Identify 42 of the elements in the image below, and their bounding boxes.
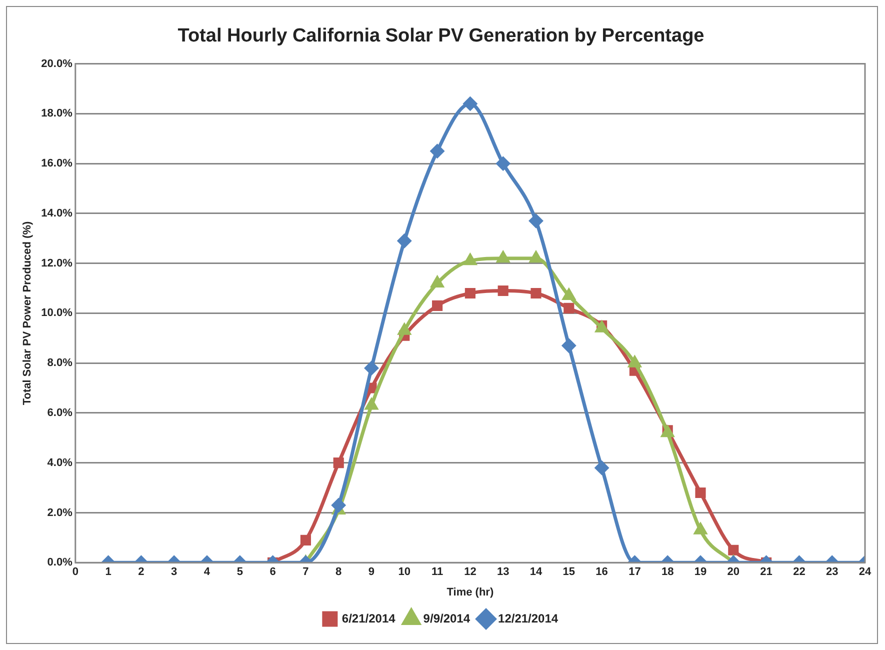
y-tick-label: 2.0% (47, 506, 73, 519)
x-tick-label: 3 (171, 566, 178, 578)
x-tick-label: 2 (138, 566, 144, 578)
x-tick-label: 9 (368, 566, 375, 578)
y-axis-title: Total Solar PV Power Produced (%) (22, 220, 34, 406)
x-tick-label: 16 (596, 566, 608, 578)
x-tick-label: 10 (398, 566, 411, 578)
chart-title: Total Hourly California Solar PV Generation by Percentage (178, 26, 704, 47)
x-tick-label: 6 (270, 566, 276, 578)
x-axis-title: Time (hr) (446, 586, 494, 598)
x-tick-label: 12 (464, 566, 476, 578)
y-tick-label: 18.0% (41, 108, 73, 120)
x-tick-label: 15 (562, 566, 576, 578)
x-tick-label: 21 (760, 566, 772, 578)
x-tick-label: 8 (336, 566, 342, 578)
x-tick-label: 1 (105, 566, 112, 578)
y-tick-label: 6.0% (47, 406, 73, 419)
x-tick-label: 23 (826, 566, 838, 578)
x-tick-label: 17 (628, 566, 641, 578)
y-tick-label: 12.0% (41, 257, 73, 270)
x-tick-label: 0 (72, 566, 78, 578)
x-tick-label: 24 (858, 566, 872, 578)
legend-label: 9/9/2014 (423, 611, 470, 626)
x-tick-label: 20 (727, 566, 740, 578)
y-tick-label: 10.0% (41, 307, 73, 320)
x-tick-label: 19 (694, 566, 707, 578)
y-tick-label: 8.0% (47, 357, 73, 370)
legend-label: 6/21/2014 (342, 611, 396, 626)
x-tick-label: 7 (302, 566, 309, 578)
x-tick-label: 11 (431, 566, 444, 578)
y-tick-label: 20.0% (41, 58, 73, 70)
x-tick-label: 18 (661, 566, 674, 578)
y-tick-label: 16.0% (41, 158, 73, 170)
y-tick-label: 4.0% (47, 456, 73, 469)
x-tick-label: 4 (204, 566, 211, 578)
x-tick-label: 5 (236, 566, 243, 578)
y-tick-label: 14.0% (41, 207, 73, 220)
legend-label: 12/21/2014 (498, 611, 558, 626)
x-tick-label: 22 (793, 566, 806, 578)
x-tick-label: 13 (496, 566, 510, 578)
y-tick-label: 0.0% (47, 556, 73, 569)
x-tick-label: 14 (530, 566, 543, 578)
